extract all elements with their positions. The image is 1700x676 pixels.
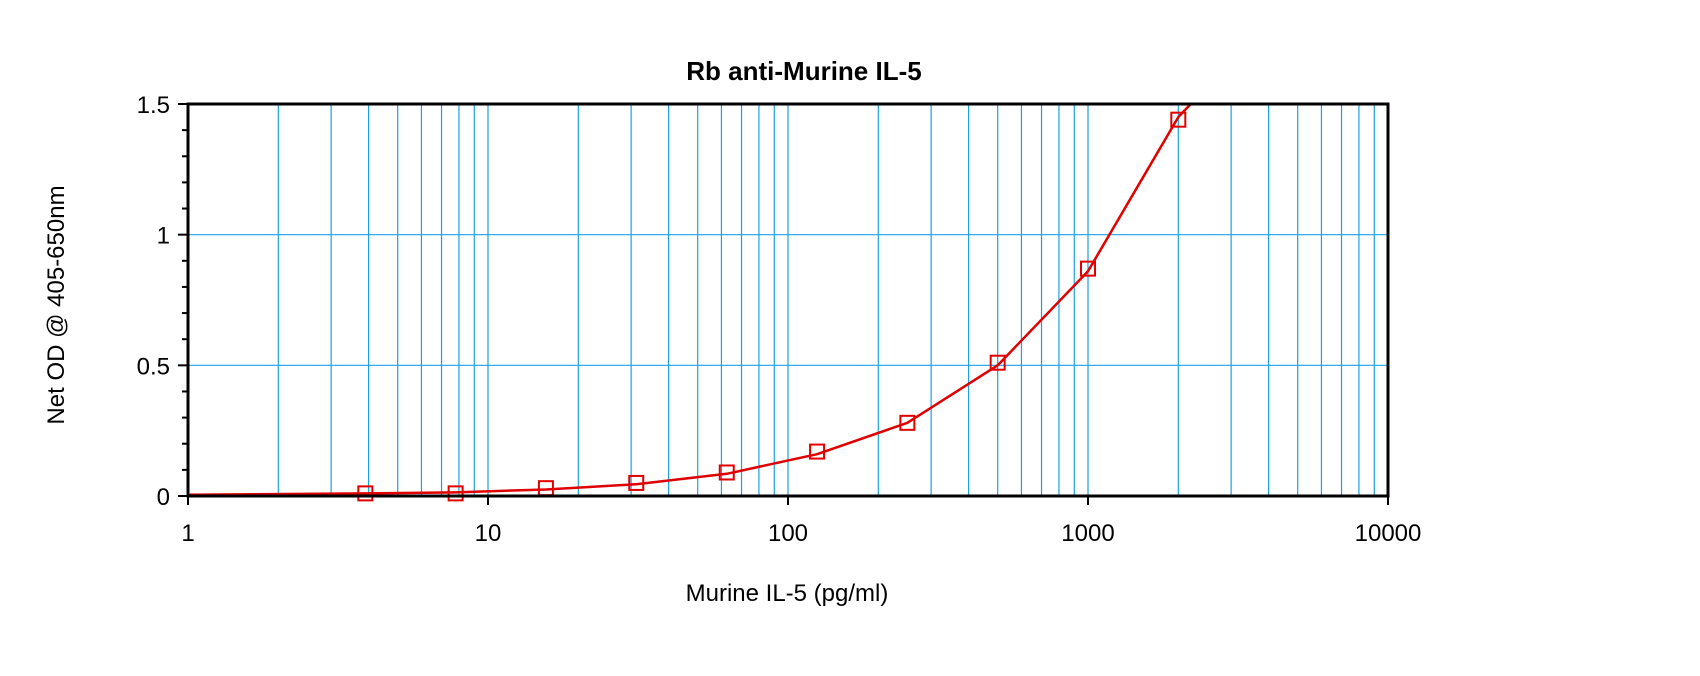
y-tick-label: 0 [157, 484, 170, 511]
plot-frame [186, 102, 1390, 498]
data-point [1080, 260, 1096, 277]
data-point [1170, 111, 1187, 128]
data-point [718, 464, 735, 481]
y-axis-label: Net OD @ 405-650nm [43, 185, 70, 424]
data-point [989, 354, 1006, 371]
data-point [628, 474, 645, 491]
data-point [357, 485, 374, 502]
y-tick-label: 1 [157, 223, 170, 250]
data-point [899, 414, 916, 431]
grid-layer [188, 104, 1388, 496]
y-tick-label: 1.5 [137, 92, 170, 119]
fit-curve-layer [187, 103, 1192, 496]
x-axis-label: Murine IL-5 (pg/ml) [686, 580, 889, 607]
x-tick-labels: 1 10 100 1000 10000 [181, 520, 1421, 547]
data-point [447, 485, 464, 502]
x-tick-label: 10 [475, 520, 502, 547]
data-point [809, 443, 826, 460]
y-tick-labels: 0 0.5 1 1.5 [137, 92, 170, 511]
x-tick-label: 1000 [1061, 520, 1114, 547]
x-tick-label: 100 [768, 520, 808, 547]
y-tick-label: 0.5 [137, 353, 170, 380]
fit-curve-line [187, 103, 1192, 496]
data-points-layer [357, 111, 1187, 502]
y-minor-ticks [178, 103, 1389, 505]
chart-title: Rb anti-Murine IL-5 [686, 56, 921, 86]
x-tick-label: 10000 [1355, 520, 1422, 547]
x-tick-label: 1 [181, 520, 194, 547]
